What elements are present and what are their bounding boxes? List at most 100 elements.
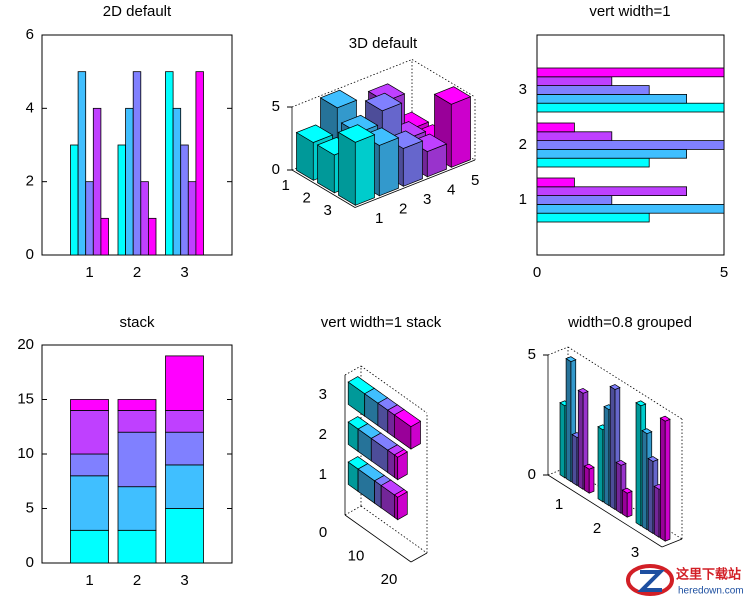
watermark-url: heredown.com — [678, 586, 744, 597]
z-tick-label: 5 — [272, 98, 280, 115]
bar-face — [565, 356, 577, 363]
bar — [536, 102, 725, 113]
bar-face — [433, 86, 472, 105]
bar-segment — [117, 409, 157, 433]
bar-face — [577, 389, 584, 490]
axis-line — [360, 365, 428, 414]
bar — [165, 71, 174, 256]
bar-face — [641, 428, 653, 435]
bar-face — [621, 487, 633, 494]
y-tick-label: 3 — [519, 81, 527, 98]
subplot: vert width=1 stack 0 10 20 1 2 3 — [319, 314, 442, 588]
bar-segment — [165, 409, 204, 433]
bar — [536, 94, 688, 104]
bar-face — [635, 402, 642, 527]
axis-line — [291, 59, 413, 108]
bar-segment — [117, 486, 157, 531]
x-tick-label: 0 — [319, 524, 327, 541]
bar-face — [571, 433, 578, 487]
bar — [70, 144, 79, 256]
bar-face — [609, 385, 616, 511]
bar-segment — [70, 453, 109, 477]
bar — [536, 148, 688, 159]
bar — [536, 195, 613, 205]
bar-segment — [165, 355, 204, 411]
bar — [659, 415, 671, 542]
bar-face — [394, 454, 399, 481]
bar-face — [615, 459, 627, 466]
bar — [536, 203, 725, 214]
y-tick-label: 2 — [319, 426, 327, 443]
x-tick-label: 3 — [180, 572, 188, 589]
bar-face — [609, 384, 621, 390]
y-tick-label: 2 — [303, 190, 311, 207]
bar — [393, 449, 408, 481]
y-tick-label: 2 — [519, 136, 527, 153]
y-tick-label: 6 — [26, 26, 34, 43]
x-tick-label: 5 — [720, 264, 728, 281]
bar-face — [583, 463, 595, 470]
axis-line — [354, 159, 476, 208]
bar-face — [597, 426, 604, 503]
y-tick-label: 1 — [519, 191, 527, 208]
bar-face — [659, 417, 666, 542]
bar-segment — [70, 529, 109, 564]
bar — [187, 181, 197, 256]
y-tick-label: 3 — [319, 386, 327, 403]
bar — [132, 71, 142, 256]
bar-segment — [70, 409, 109, 455]
bar — [393, 409, 422, 450]
bar-face — [588, 466, 595, 494]
y-tick-label: 5 — [26, 499, 34, 516]
bar — [180, 144, 189, 256]
x-tick-label: 0 — [533, 264, 541, 281]
bar-face — [337, 124, 376, 143]
y-tick-label: 3 — [324, 202, 332, 219]
y-tick-label: 15 — [17, 390, 34, 407]
bar — [536, 177, 575, 188]
watermark-logo-z — [637, 570, 665, 592]
bar-segment — [165, 464, 204, 509]
bar-segment — [165, 508, 204, 564]
x-tick-label: 1 — [375, 210, 383, 227]
chart-title: 3D default — [349, 35, 418, 52]
bar — [536, 212, 650, 223]
bar — [536, 85, 650, 95]
subplot: 2D default 0 2 4 6 1 2 3 — [26, 3, 233, 281]
y-tick-label: 0 — [26, 246, 34, 263]
bar — [393, 489, 408, 521]
bar-segment — [117, 431, 157, 488]
bar-segment — [70, 475, 109, 531]
bar-face — [577, 387, 589, 394]
subplot: stack 0 5 10 15 20 1 2 3 — [17, 314, 233, 589]
bar-face — [647, 457, 654, 535]
bar-face — [364, 92, 403, 112]
axis-line — [344, 505, 362, 516]
bar-face — [450, 96, 471, 168]
x-tick-label: 1 — [555, 496, 563, 513]
axis-line — [661, 538, 683, 548]
x-tick-label: 10 — [348, 547, 365, 564]
bar — [583, 463, 595, 494]
x-tick-label: 5 — [471, 172, 479, 189]
x-tick-label: 1 — [85, 264, 93, 281]
y-tick-label: 10 — [17, 445, 34, 462]
axis-line — [344, 365, 362, 376]
bar — [536, 76, 613, 87]
bar — [536, 157, 650, 168]
bar-face — [659, 415, 671, 422]
watermark-logo — [626, 564, 674, 596]
bar-face — [354, 134, 375, 206]
x-tick-label: 3 — [631, 544, 639, 561]
subplot: vert width=1 0 5 1 2 3 — [519, 3, 729, 281]
x-tick-label: 3 — [423, 191, 431, 208]
chart-title: 2D default — [103, 3, 172, 20]
bar — [536, 67, 725, 78]
bar — [147, 217, 157, 256]
bar — [337, 124, 376, 206]
bar — [85, 181, 94, 256]
bar-face — [603, 405, 610, 507]
bar-segment — [117, 529, 157, 564]
